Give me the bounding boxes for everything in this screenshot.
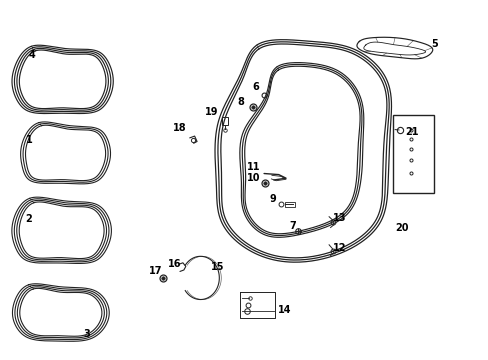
Text: 14: 14: [277, 305, 291, 315]
Text: 20: 20: [394, 222, 408, 233]
Text: 13: 13: [332, 213, 346, 223]
Text: 6: 6: [251, 82, 258, 92]
Text: 8: 8: [237, 96, 244, 107]
Text: 18: 18: [173, 123, 186, 133]
Text: 7: 7: [288, 221, 295, 231]
Text: 11: 11: [246, 162, 260, 172]
Text: 21: 21: [404, 127, 418, 138]
Text: 4: 4: [28, 50, 35, 60]
Bar: [284, 202, 295, 207]
Text: 2: 2: [25, 214, 32, 224]
Text: 9: 9: [269, 194, 276, 204]
Text: 16: 16: [168, 258, 182, 269]
Bar: [222, 117, 228, 125]
Text: 17: 17: [148, 266, 162, 276]
Text: 19: 19: [204, 107, 218, 117]
Text: 1: 1: [26, 135, 33, 145]
Text: 10: 10: [246, 173, 260, 183]
Text: 3: 3: [83, 329, 90, 339]
Text: 15: 15: [210, 262, 224, 272]
Text: 5: 5: [430, 39, 437, 49]
Text: 12: 12: [332, 243, 346, 253]
